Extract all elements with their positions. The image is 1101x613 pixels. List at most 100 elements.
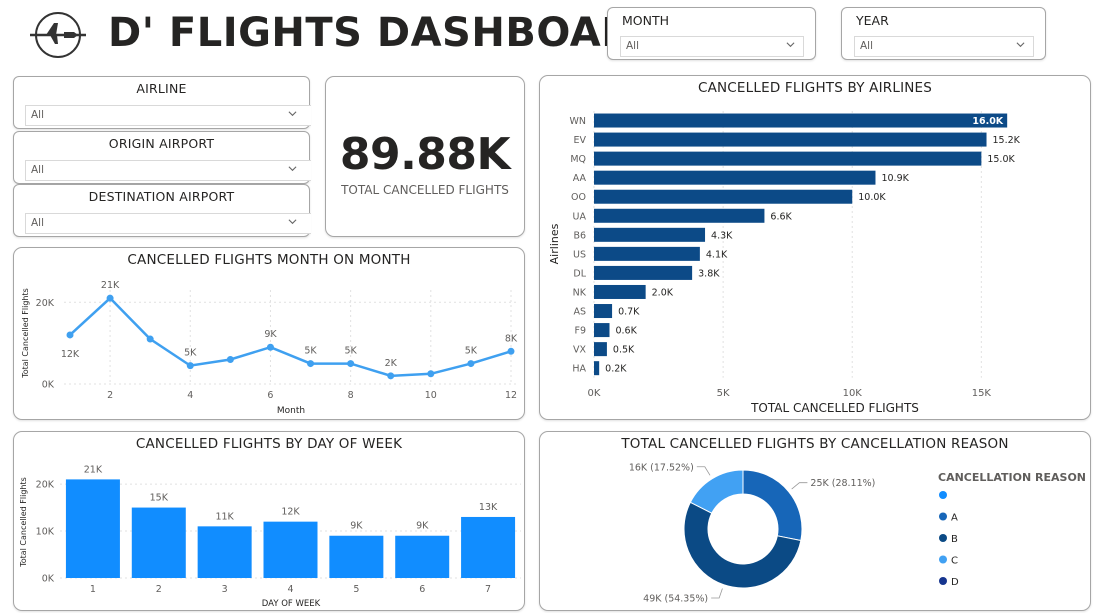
origin-dropdown-value: All (31, 164, 45, 176)
dow-x-tick: 2 (156, 584, 162, 595)
month-y-tick: 0K (42, 380, 55, 391)
airlines-bar (594, 208, 765, 223)
airlines-bar (594, 323, 610, 338)
reason-leader-line (696, 466, 711, 476)
airline-slicer-label: AIRLINE (136, 81, 187, 96)
destination-dropdown-value: All (31, 217, 45, 229)
airlines-bar (594, 132, 987, 147)
airlines-bar (594, 170, 876, 185)
month-point (347, 360, 355, 368)
airlines-bar (594, 189, 853, 204)
dow-x-tick: 6 (419, 584, 425, 595)
airlines-category-label: AS (573, 307, 586, 318)
airlines-data-label: 4.3K (711, 230, 733, 241)
airlines-data-label: 2.0K (652, 287, 674, 298)
month-line-chart: 0K 20K 2 4 6 8 10 12 12K 21K 5K 9K 5K 5K 2K 5K 8K Month To… (21, 280, 518, 416)
dow-bar (329, 535, 384, 578)
month-point (226, 355, 234, 363)
airlines-bar (594, 151, 982, 166)
airlines-x-tick: 5K (717, 388, 730, 399)
month-point (186, 362, 194, 370)
airlines-bar (594, 284, 646, 299)
airlines-bar (594, 342, 607, 357)
airlines-bar (594, 265, 693, 280)
dow-data-label: 15K (150, 493, 169, 504)
page-title: D' FLIGHTS DASHBOARD (108, 10, 667, 56)
airlines-category-label: VX (573, 345, 586, 356)
dow-bar (461, 516, 516, 578)
dow-y-tick: 10K (36, 527, 55, 538)
origin-dropdown[interactable]: All (25, 160, 311, 181)
month-dropdown[interactable]: All (620, 36, 804, 57)
month-x-tick: 2 (107, 390, 113, 401)
month-chart-title: CANCELLED FLIGHTS MONTH ON MONTH (127, 252, 411, 268)
destination-dropdown[interactable]: All (25, 213, 311, 234)
dow-data-label: 12K (281, 507, 300, 518)
month-point (307, 360, 315, 368)
origin-slicer-label: ORIGIN AIRPORT (108, 136, 215, 151)
year-slicer-label: YEAR (856, 13, 889, 28)
month-data-label: 5K (184, 348, 197, 359)
airlines-data-label: 4.1K (706, 249, 728, 260)
reason-slice (742, 469, 803, 542)
month-point (146, 335, 154, 343)
airlines-category-label: MQ (570, 154, 586, 165)
airlines-category-label: OO (571, 192, 586, 203)
dow-data-label: 13K (479, 502, 498, 513)
dow-y-axis-title: Total Cancelled Flights (19, 477, 28, 568)
year-dropdown-value: All (860, 40, 874, 52)
chevron-down-icon (1016, 42, 1025, 48)
airline-dropdown[interactable]: All (25, 105, 311, 126)
month-data-label: 5K (465, 346, 478, 357)
airlines-category-label: UA (573, 211, 587, 222)
airline-dropdown-value: All (31, 109, 45, 121)
airlines-bar (594, 227, 706, 242)
dow-chart-title: CANCELLED FLIGHTS BY DAY OF WEEK (135, 436, 403, 452)
reason-donut-chart: 25K (28.11%) 49K (54.35%) 16K (17.52%) CANC… (629, 462, 1086, 604)
reason-legend-label: A (951, 513, 958, 524)
month-point (66, 331, 74, 339)
dow-bar (395, 535, 450, 578)
year-slicer: YEAR All (841, 7, 1046, 60)
dow-y-tick: 20K (36, 480, 55, 491)
month-slicer: MONTH All (607, 7, 816, 60)
dow-bar (197, 526, 252, 578)
airlines-category-label: DL (573, 268, 586, 279)
airlines-category-label: F9 (574, 326, 586, 337)
reason-leader-line (791, 482, 808, 490)
dow-data-label: 9K (350, 521, 363, 532)
airlines-category-label: NK (573, 287, 587, 298)
airlines-data-label: 10.9K (881, 173, 909, 184)
month-data-label: 5K (304, 346, 317, 357)
dow-bar-chart: 0K 10K 20K 21K 1 15K 2 11K 3 12K 4 9K 5 9K 6 13K 7 DAY OF… (19, 464, 521, 609)
destination-airport-slicer: DESTINATION AIRPORT All (13, 184, 311, 237)
airlines-bar-chart: 0K 5K 10K 15K WN 16.0K EV 15.2K MQ 15.0K AA 10.9K OO… (548, 111, 1021, 415)
airlines-data-label: 0.2K (605, 364, 627, 375)
month-x-tick: 6 (267, 390, 273, 401)
airlines-data-label: 0.7K (618, 307, 640, 318)
month-data-label: 2K (385, 358, 398, 369)
airlines-chart-card: CANCELLED FLIGHTS BY AIRLINES 0K 5K 10K 15K… (539, 75, 1091, 420)
airlines-bar (594, 113, 1008, 128)
airlines-category-label: EV (573, 135, 586, 146)
reason-leader-line (711, 588, 723, 599)
reason-legend-marker (939, 512, 947, 521)
month-point (266, 343, 274, 351)
airlines-data-label: 0.6K (615, 326, 637, 337)
reason-legend-marker (939, 577, 947, 585)
airlines-x-tick: 0K (588, 388, 601, 399)
airlines-bar (594, 246, 700, 261)
dow-chart-card: CANCELLED FLIGHTS BY DAY OF WEEK 0K 10K 20… (13, 431, 525, 611)
reason-data-label: 16K (17.52%) (629, 462, 694, 473)
kpi-card: 89.88K TOTAL CANCELLED FLIGHTS (325, 76, 525, 237)
dow-x-tick: 3 (222, 584, 228, 595)
year-dropdown[interactable]: All (854, 36, 1034, 57)
month-x-tick: 8 (348, 390, 354, 401)
month-x-tick: 12 (505, 390, 517, 401)
reason-slice (683, 501, 802, 589)
airlines-data-label: 0.5K (613, 345, 635, 356)
reason-data-label: 49K (54.35%) (643, 593, 708, 604)
origin-airport-slicer: ORIGIN AIRPORT All (13, 131, 311, 184)
dow-x-tick: 7 (485, 584, 491, 595)
airlines-y-axis-title: Airlines (548, 223, 561, 264)
